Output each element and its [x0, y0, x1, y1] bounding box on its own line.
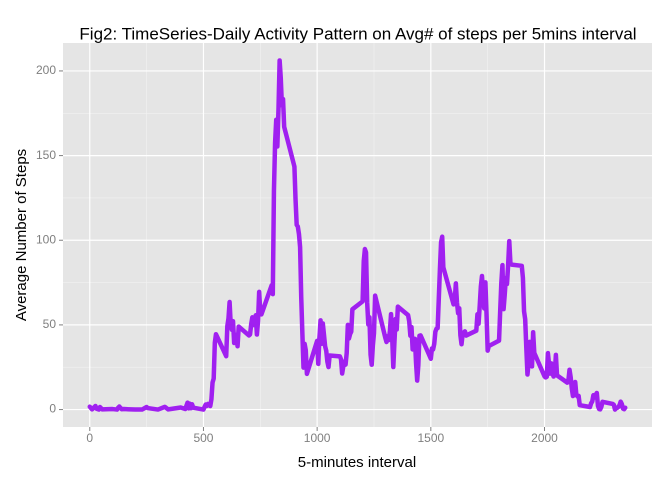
data-line	[87, 58, 628, 412]
x-tick-label: 0	[86, 431, 93, 445]
x-tick-label: 1000	[304, 431, 331, 445]
x-axis-label: 5-minutes interval	[298, 454, 416, 471]
chart-title: Fig2: TimeSeries-Daily Activity Pattern …	[79, 24, 636, 43]
y-tick-label: 0	[49, 402, 56, 416]
y-axis-label: Average Number of Steps	[13, 149, 30, 321]
x-tick-label: 2000	[531, 431, 558, 445]
y-tick-label: 50	[43, 317, 57, 331]
x-tick-label: 500	[193, 431, 213, 445]
panel	[63, 43, 652, 427]
y-tick-label: 100	[36, 232, 56, 246]
y-tick-label: 200	[36, 63, 56, 77]
x-tick-label: 1500	[417, 431, 444, 445]
y-tick-label: 150	[36, 148, 56, 162]
